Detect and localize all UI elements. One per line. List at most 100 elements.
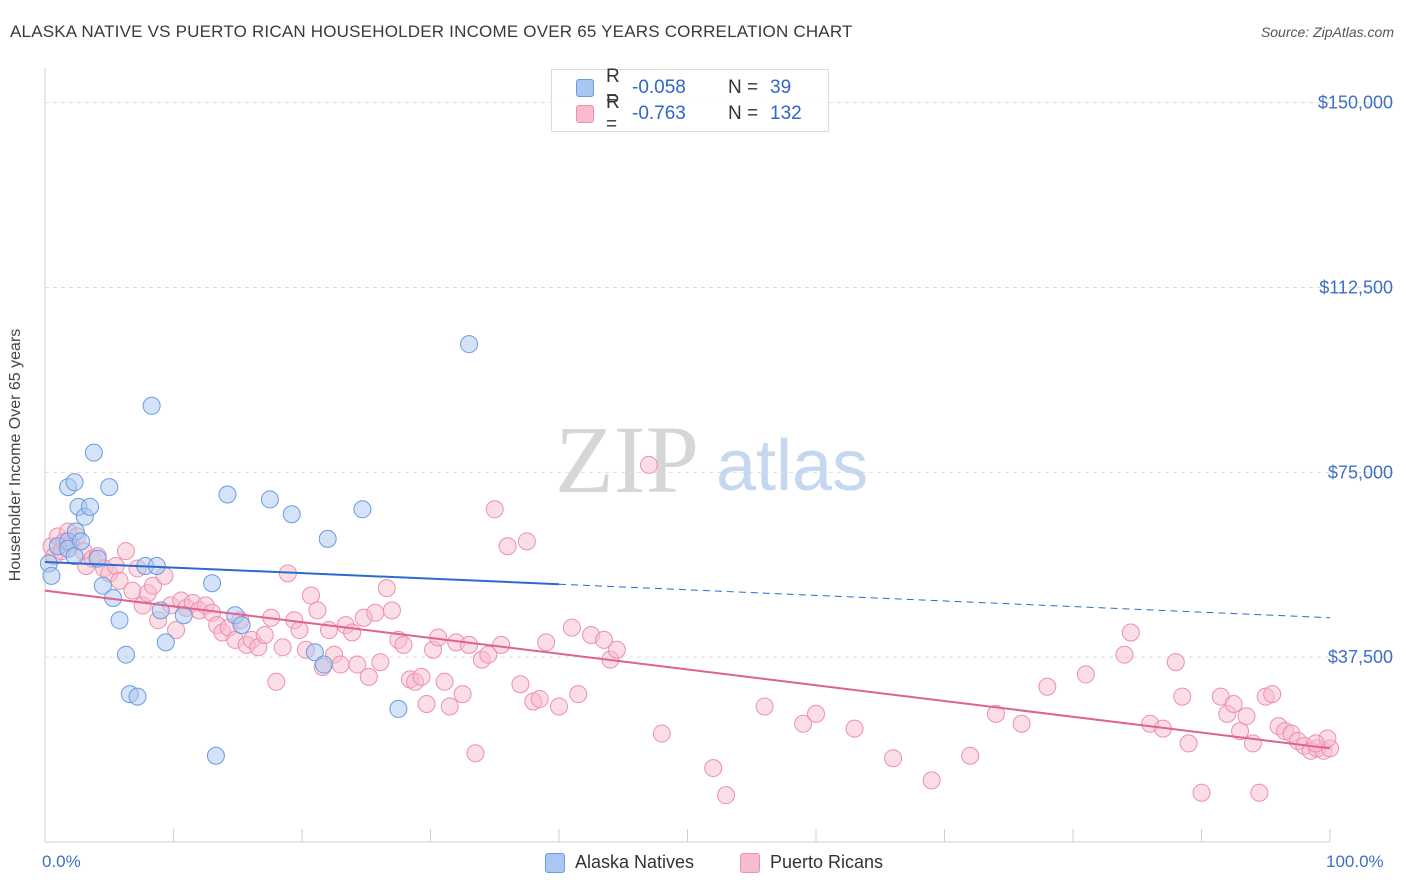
puerto-point: [485, 500, 504, 519]
puerto-point: [1306, 734, 1325, 753]
watermark-atlas: atlas: [716, 426, 868, 506]
alaska-point: [353, 500, 372, 519]
alaska-point: [314, 655, 333, 674]
stats-row-alaska: R = -0.058 N = 39: [576, 66, 792, 109]
axes: [44, 68, 1331, 843]
legend-item-alaska-natives[interactable]: Alaska Natives: [545, 852, 694, 873]
puerto-point: [884, 749, 903, 768]
puerto-point: [1038, 677, 1057, 696]
puerto-point: [359, 667, 378, 686]
y-tick-labels: $37,500 $75,000 $112,500 $150,000: [1318, 93, 1393, 668]
puerto-point: [498, 537, 517, 556]
puerto-point: [453, 685, 472, 704]
puerto-point: [1263, 685, 1282, 704]
alaska-point: [88, 549, 107, 568]
puerto-point: [1166, 653, 1185, 672]
n-value: 132: [770, 103, 802, 124]
puerto-point: [290, 621, 309, 640]
alaska-point: [71, 532, 90, 551]
alaska-point: [128, 687, 147, 706]
puerto-point: [440, 697, 459, 716]
alaska-point: [42, 566, 61, 585]
puerto-point: [755, 697, 774, 716]
r-value: -0.763: [632, 103, 686, 124]
alaska-point: [389, 699, 408, 718]
y-tick-label: $37,500: [1328, 647, 1393, 667]
puerto-point: [704, 759, 723, 778]
alaska-point: [156, 633, 175, 652]
puerto-point: [594, 630, 613, 649]
alaska-point: [318, 529, 337, 548]
puerto-point: [639, 455, 658, 474]
puerto-point: [123, 581, 142, 600]
stats-legend: R = -0.058 N = 39 R = -0.763 N = 132: [551, 66, 829, 135]
puerto-point: [466, 744, 485, 763]
alaska-trend-extension: [558, 583, 1331, 619]
puerto-point: [382, 601, 401, 620]
r-label: R =: [606, 66, 620, 109]
alaska-point: [203, 574, 222, 593]
puerto-point: [417, 694, 436, 713]
alaska-point: [260, 490, 279, 509]
alaska-point: [282, 505, 301, 524]
alaska-legend-swatch: [545, 852, 565, 873]
puerto-point: [717, 786, 736, 805]
puerto-point: [460, 635, 479, 654]
puerto-point: [845, 719, 864, 738]
puerto-point: [550, 697, 568, 716]
puerto-point: [607, 640, 626, 659]
alaska-point: [206, 746, 225, 765]
legend-item-puerto-ricans[interactable]: Puerto Ricans: [740, 852, 883, 873]
puerto-point: [116, 542, 135, 561]
puerto-point: [569, 685, 588, 704]
alaska-point: [65, 473, 84, 492]
puerto-point: [511, 675, 530, 694]
x-tick-label-min: 0.0%: [42, 852, 81, 871]
puerto-point: [394, 635, 413, 654]
alaska-point: [84, 443, 103, 462]
puerto-point: [371, 653, 390, 672]
alaska-swatch: [576, 79, 594, 97]
n-value: 39: [770, 77, 792, 98]
alaska-point: [142, 396, 161, 415]
source-note: Source: ZipAtlas.com: [1260, 24, 1394, 40]
puerto-point: [143, 576, 162, 595]
puerto-point: [435, 672, 454, 691]
alaska-point: [93, 576, 112, 595]
alaska-point: [116, 645, 135, 664]
alaska-point: [80, 497, 99, 516]
y-tick-label: $112,500: [1319, 277, 1393, 297]
puerto-point: [167, 621, 186, 640]
alaska-natives-points: [39, 335, 479, 765]
puerto-point: [961, 746, 980, 765]
puerto-point: [492, 635, 511, 654]
y-tick-label: $150,000: [1318, 93, 1393, 113]
puerto-point: [479, 645, 498, 664]
puerto-point: [110, 571, 129, 590]
puerto-point: [986, 704, 1005, 723]
chart-title: ALASKA NATIVE VS PUERTO RICAN HOUSEHOLDE…: [10, 22, 853, 41]
puerto-point: [537, 633, 556, 652]
trend-lines: [44, 561, 1331, 750]
r-value: -0.058: [632, 77, 686, 98]
puerto-point: [922, 771, 941, 790]
puerto-legend-swatch: [740, 852, 760, 873]
puerto-point: [331, 655, 350, 674]
puerto-point: [1250, 783, 1269, 802]
alaska-point: [100, 478, 119, 497]
alaska-point: [232, 616, 251, 635]
puerto-point: [794, 714, 813, 733]
puerto-point: [412, 667, 431, 686]
n-label: N =: [728, 77, 759, 98]
puerto-point: [1224, 694, 1243, 713]
puerto-point: [343, 623, 362, 642]
puerto-point: [652, 724, 671, 743]
puerto-point: [1173, 687, 1192, 706]
puerto-point: [562, 618, 581, 637]
puerto-point: [273, 638, 292, 657]
alaska-point: [110, 611, 129, 630]
puerto-point: [308, 601, 327, 620]
puerto-swatch: [576, 105, 594, 123]
legend-label: Puerto Ricans: [770, 852, 884, 872]
puerto-point: [1012, 714, 1031, 733]
